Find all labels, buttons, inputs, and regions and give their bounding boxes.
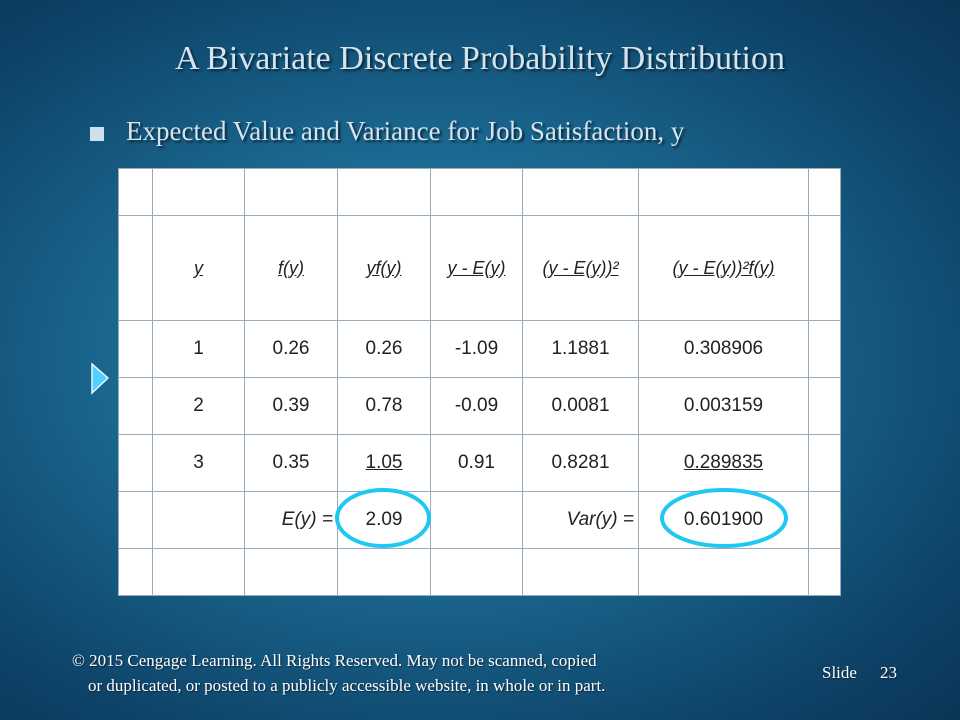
table-cell: (y - E(y))²	[522, 215, 639, 321]
table-row	[118, 548, 841, 596]
table-cell	[808, 434, 841, 492]
table-cell: 0.289835	[638, 434, 809, 492]
bullet-marker	[90, 127, 104, 141]
table-cell	[522, 168, 639, 216]
table-row: 1 0.26 0.26 -1.09 1.1881 0.308906	[118, 320, 841, 378]
slide-label: Slide	[822, 663, 857, 682]
table-cell: f(y)	[244, 215, 338, 321]
table-cell: y - E(y)	[430, 215, 523, 321]
copyright-line: © 2015 Cengage Learning. All Rights Rese…	[72, 651, 597, 670]
table-cell	[522, 548, 639, 596]
table-cell	[808, 548, 841, 596]
table-cell	[152, 548, 245, 596]
table-cell: 2	[152, 377, 245, 435]
table-cell: 0.0081	[522, 377, 639, 435]
table-cell: -0.09	[430, 377, 523, 435]
table-cell	[152, 168, 245, 216]
slide-title: A Bivariate Discrete Probability Distrib…	[174, 40, 785, 77]
table-cell: 1	[152, 320, 245, 378]
table-cell	[638, 548, 809, 596]
table-cell	[808, 491, 841, 549]
table-cell: 0.35	[244, 434, 338, 492]
highlight-ellipse	[660, 488, 788, 548]
summary-row: E(y) = 2.09 Var(y) = 0.601900	[118, 491, 841, 549]
header-row: y f(y) yf(y) y - E(y) (y - E(y))² (y - E(y))²…	[118, 215, 841, 321]
table-cell	[430, 548, 523, 596]
table-cell: 1.1881	[522, 320, 639, 378]
table-row: 3 0.35 1.05 0.91 0.8281 0.289835	[118, 434, 841, 492]
highlight-ellipse	[335, 488, 431, 548]
table-cell	[808, 215, 841, 321]
table-cell	[118, 434, 153, 492]
copyright-line: or duplicated, or posted to a publicly a…	[88, 676, 606, 695]
bullet-item: Expected Value and Variance for Job Sati…	[88, 112, 888, 152]
table-cell: (y - E(y))²f(y)	[638, 215, 809, 321]
table-cell: 0.8281	[522, 434, 639, 492]
distribution-table: y f(y) yf(y) y - E(y) (y - E(y))² (y - E(y))²…	[118, 168, 841, 596]
table-cell	[808, 168, 841, 216]
table-cell: E(y) =	[244, 491, 338, 549]
table-row: 2 0.39 0.78 -0.09 0.0081 0.003159	[118, 377, 841, 435]
table-cell	[430, 491, 523, 549]
table-cell: -1.09	[430, 320, 523, 378]
table-cell	[244, 548, 338, 596]
arrow-marker	[91, 362, 110, 395]
table-cell: Var(y) =	[522, 491, 639, 549]
table-cell	[118, 320, 153, 378]
table-cell	[808, 320, 841, 378]
table-cell: 0.003159	[638, 377, 809, 435]
table-row	[118, 168, 841, 216]
table-cell	[638, 168, 809, 216]
bullet-text: Expected Value and Variance for Job Sati…	[126, 116, 685, 146]
slide-number: 23	[880, 663, 897, 682]
table-cell	[808, 377, 841, 435]
